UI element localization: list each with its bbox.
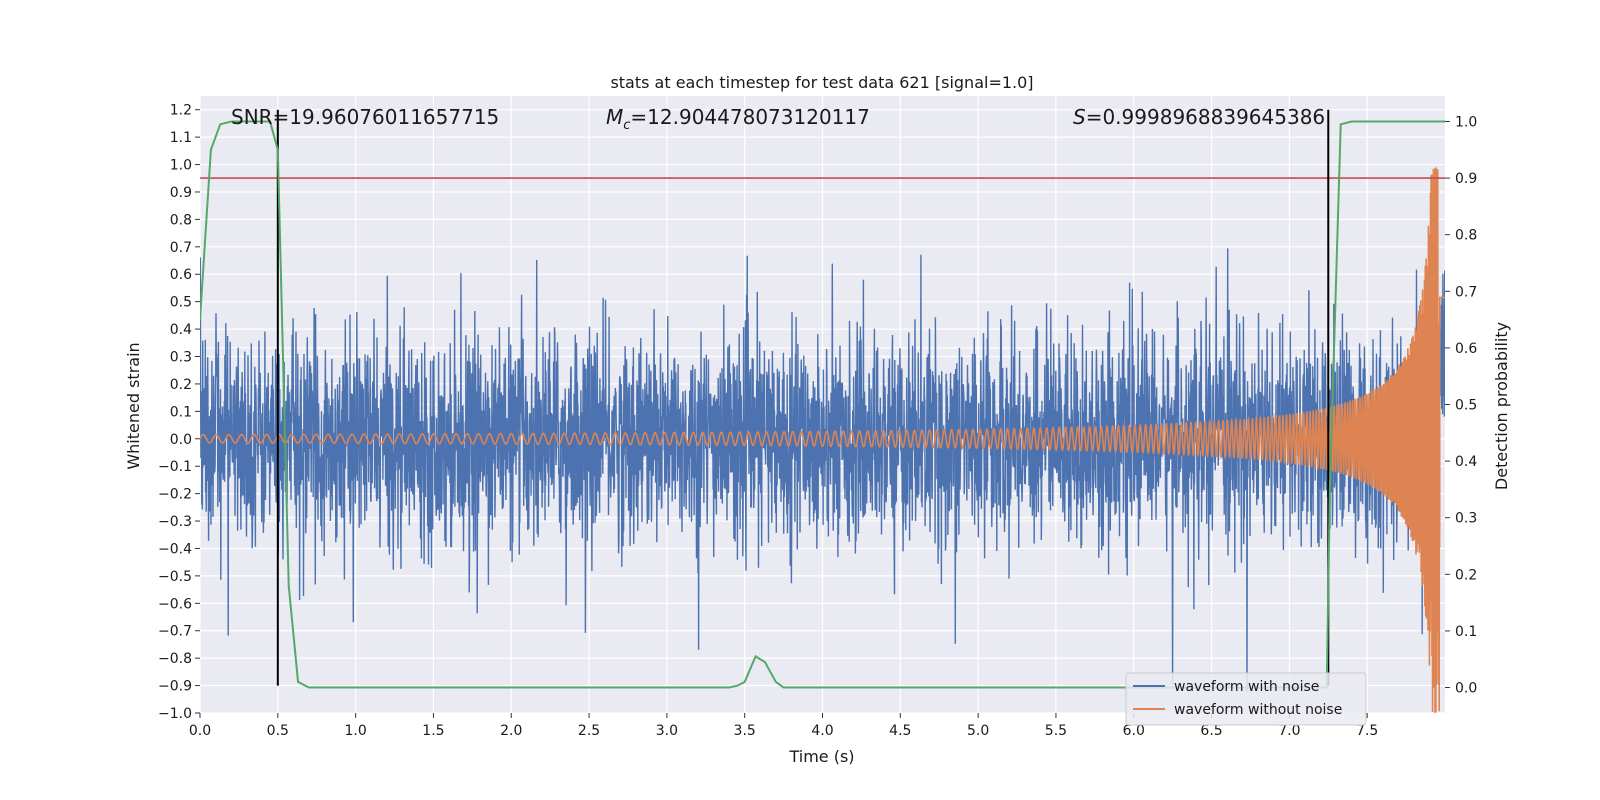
- right-y-tick-label: 0.3: [1455, 511, 1477, 527]
- s-symbol: S: [1073, 105, 1086, 129]
- legend-label-clean: waveform without noise: [1174, 702, 1342, 718]
- series-waveform-without-noise: [200, 167, 1445, 713]
- mc-subscript: c: [623, 118, 630, 133]
- x-tick-label: 7.0: [1278, 723, 1300, 739]
- line-detection-probability: [200, 120, 1445, 689]
- x-tick-label: 1.5: [422, 723, 444, 739]
- y-tick-label: −0.9: [158, 679, 192, 695]
- y-tick-label: 0.9: [170, 185, 192, 201]
- right-y-tick-label: 0.5: [1455, 398, 1477, 414]
- right-y-tick-label: 0.2: [1455, 567, 1477, 583]
- right-y-tick-label: 0.9: [1455, 171, 1477, 187]
- y-axis-label: Whitened strain: [124, 342, 143, 469]
- y-tick-label: 1.2: [170, 103, 192, 119]
- y-tick-label: −0.7: [158, 624, 192, 640]
- y-tick-label: −0.3: [158, 514, 192, 530]
- x-tick-label: 2.0: [500, 723, 522, 739]
- legend-box: [1125, 672, 1367, 726]
- right-y-axis-ticks: 1.0 0.9 0.8 0.7 0.6 0.5 0.4 0.3 0.2 0.1 0.0: [1445, 114, 1477, 697]
- x-axis-ticks: 0.0 0.5 1.0 1.5 2.0 2.5 3.0 3.5 4.0 4.5 5.0 5.5 6.0 6…: [189, 713, 1378, 739]
- mc-value: =12.904478073120117: [630, 105, 869, 129]
- y-tick-label: −1.0: [158, 706, 192, 722]
- y-tick-label: 0.7: [170, 240, 192, 256]
- y-tick-label: −0.2: [158, 487, 192, 503]
- mc-symbol: M: [606, 105, 623, 129]
- x-tick-label: 5.0: [967, 723, 989, 739]
- y-tick-label: −0.1: [158, 459, 192, 475]
- y-tick-label: 0.1: [170, 404, 192, 420]
- y-tick-label: 0.2: [170, 377, 192, 393]
- right-y-tick-label: 0.8: [1455, 228, 1477, 244]
- x-tick-label: 4.0: [811, 723, 833, 739]
- x-tick-label: 7.5: [1356, 723, 1378, 739]
- legend-label-noise: waveform with noise: [1174, 679, 1319, 695]
- y-tick-label: −0.5: [158, 569, 192, 585]
- snr-annotation: SNR=19.96076011657715: [231, 105, 499, 129]
- x-tick-label: 1.0: [344, 723, 366, 739]
- y-tick-label: −0.8: [158, 651, 192, 667]
- y-tick-label: 0.0: [170, 432, 192, 448]
- y-tick-label: 1.0: [170, 158, 192, 174]
- y-tick-label: 0.5: [170, 295, 192, 311]
- x-tick-label: 5.5: [1045, 723, 1067, 739]
- x-tick-label: 4.5: [889, 723, 911, 739]
- y-tick-label: 1.1: [170, 130, 192, 146]
- x-tick-label: 6.0: [1123, 723, 1145, 739]
- y-tick-label: 0.8: [170, 212, 192, 228]
- series-detection-probability: [200, 120, 1445, 689]
- score-annotation: S=0.9998968839645386: [1073, 105, 1325, 129]
- y-tick-label: −0.6: [158, 596, 192, 612]
- x-tick-label: 3.0: [656, 723, 678, 739]
- right-y-tick-label: 0.4: [1455, 454, 1477, 470]
- x-axis-label: Time (s): [788, 747, 854, 766]
- chirp-mass-annotation: Mc=12.904478073120117: [606, 105, 870, 133]
- y-tick-label: 0.6: [170, 267, 192, 283]
- x-tick-label: 2.5: [578, 723, 600, 739]
- x-tick-label: 0.5: [267, 723, 289, 739]
- chart-title: stats at each timestep for test data 621…: [610, 73, 1033, 92]
- y-tick-label: 0.3: [170, 350, 192, 366]
- y-axis-ticks: 1.2 1.1 1.0 0.9 0.8 0.7 0.6 0.5 0.4 0.3 0.2 0.1 0.0 −…: [158, 103, 200, 722]
- right-y-tick-label: 0.7: [1455, 284, 1477, 300]
- y-tick-label: −0.4: [158, 541, 192, 557]
- right-y-axis-label: Detection probability: [1492, 322, 1511, 490]
- y-tick-label: 0.4: [170, 322, 192, 338]
- s-value: =0.9998968839645386: [1086, 105, 1325, 129]
- x-tick-label: 3.5: [734, 723, 756, 739]
- legend: waveform with noise waveform without noi…: [1125, 672, 1367, 726]
- x-tick-label: 6.5: [1200, 723, 1222, 739]
- x-tick-label: 0.0: [189, 723, 211, 739]
- line-waveform-without-noise: [200, 167, 1445, 713]
- right-y-tick-label: 0.0: [1455, 681, 1477, 697]
- right-y-tick-label: 0.1: [1455, 624, 1477, 640]
- right-y-tick-label: 0.6: [1455, 341, 1477, 357]
- right-y-tick-label: 1.0: [1455, 114, 1477, 130]
